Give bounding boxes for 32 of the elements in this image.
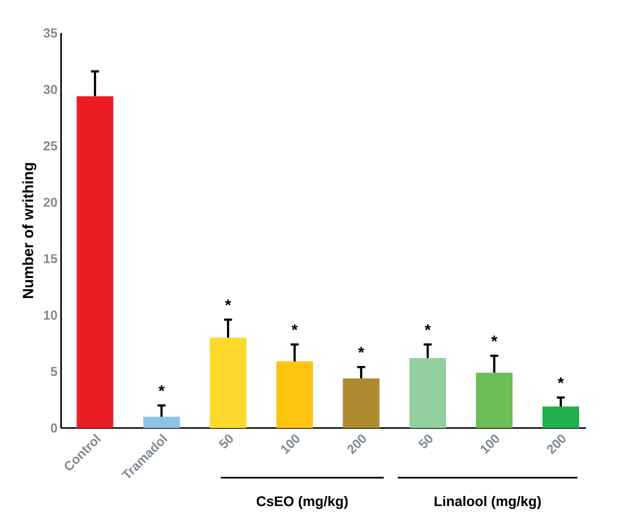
- data-label: *: [225, 299, 232, 306]
- bar: [476, 372, 513, 428]
- x-tick-label: 100: [480, 434, 500, 454]
- text: CsEO (mg/kg): [256, 496, 348, 510]
- y-tick-label: 10: [44, 310, 58, 320]
- y-tick-label: 20: [44, 198, 58, 207]
- data-label: *: [558, 377, 564, 384]
- data-label: *: [158, 385, 165, 392]
- x-tick-label: 200: [347, 434, 366, 454]
- y-tick-label: 0: [50, 423, 58, 433]
- bar: [542, 406, 580, 428]
- x-tick-label: 100: [281, 434, 300, 454]
- x-tick-label: 50: [418, 434, 432, 448]
- y-tick-label: 5: [50, 367, 58, 376]
- bar: [76, 96, 114, 428]
- bar: [276, 361, 313, 428]
- y-tick-label: 15: [44, 254, 58, 264]
- y-tick-label: 35: [43, 28, 58, 38]
- data-label: *: [358, 346, 364, 353]
- x-tick-label: 200: [546, 434, 566, 454]
- bar: [342, 378, 380, 428]
- y-tick-label: 30: [43, 84, 58, 94]
- bar: [143, 416, 180, 428]
- text: Linalool (mg/kg): [434, 496, 541, 510]
- y-axis-title: Number of writhing: [22, 163, 36, 298]
- data-label: *: [292, 324, 298, 330]
- x-tick-label: 50: [218, 434, 233, 448]
- bar: [409, 358, 446, 428]
- data-label: *: [491, 336, 498, 342]
- data-label: *: [424, 324, 431, 330]
- bar: [210, 338, 246, 428]
- y-tick-label: 25: [44, 141, 58, 150]
